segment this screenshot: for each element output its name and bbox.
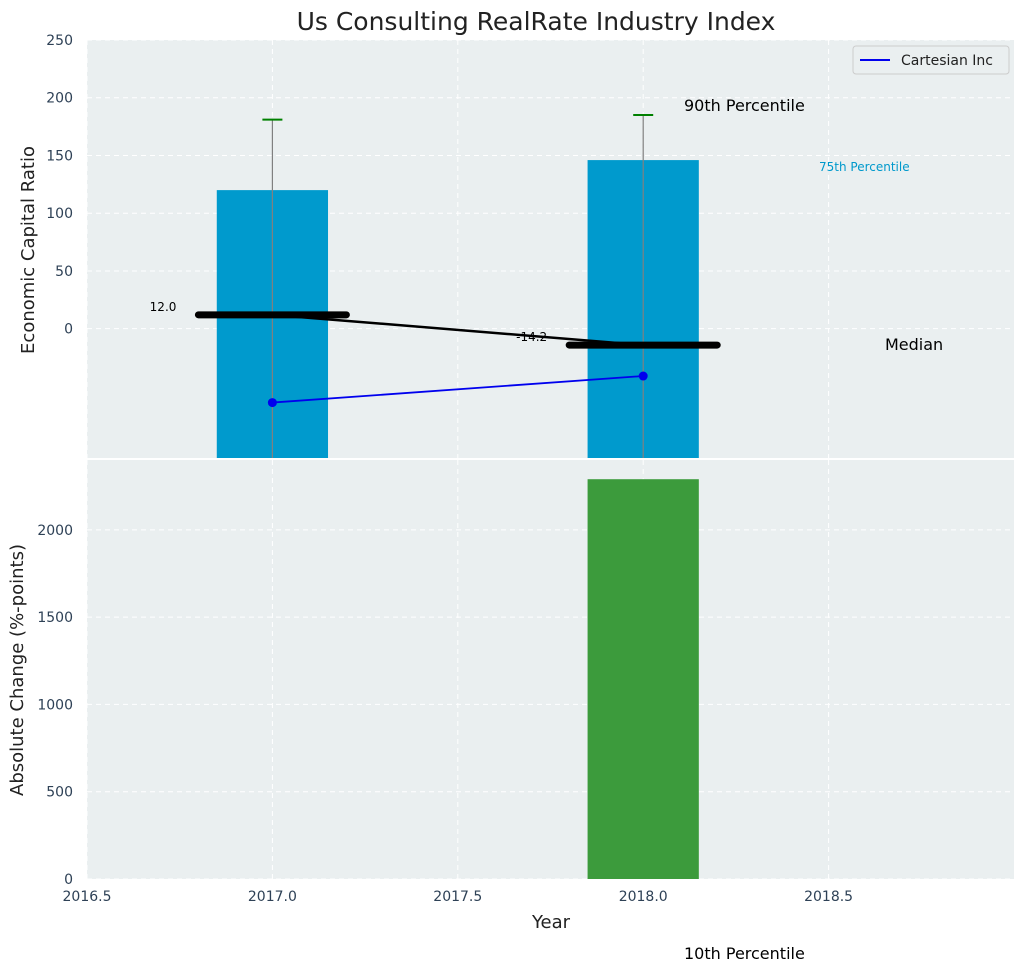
bottom-y-tick-labels: 0 500 1000 1500 2000 [37, 523, 73, 888]
top-y-tick-label: 200 [46, 91, 73, 107]
median-value-label: 12.0 [150, 300, 177, 314]
bottom-y-tick-label: 2000 [37, 523, 73, 539]
x-axis-label: Year [531, 912, 571, 933]
change-bar-2018 [587, 479, 699, 879]
bottom-y-tick-label: 0 [64, 872, 73, 888]
legend-box [852, 45, 1010, 75]
annotation-90th-percentile: 90th Percentile [684, 96, 805, 115]
legend-entry-label: Cartesian Inc [901, 53, 993, 69]
bottom-y-tick-label: 1500 [37, 610, 73, 626]
bottom-y-tick-label: 1000 [37, 697, 73, 713]
annotation-10th-percentile: 10th Percentile [684, 944, 805, 963]
annotation-75th-percentile: 75th Percentile [819, 160, 910, 174]
x-tick-label: 2017.5 [433, 889, 482, 905]
x-tick-label: 2016.5 [63, 889, 112, 905]
bottom-y-tick-label: 500 [46, 785, 73, 801]
x-tick-label: 2017.0 [248, 889, 297, 905]
top-chart-marks: 12.0 -14.2 [150, 114, 721, 459]
top-y-tick-label: 50 [55, 264, 73, 280]
company-line [272, 375, 644, 404]
median-trend-line [272, 313, 644, 347]
bottom-chart-marks [587, 479, 699, 879]
top-y-tick-label: 150 [46, 148, 73, 164]
top-y-tick-labels: 0 50 100 150 200 250 [46, 33, 73, 338]
chart-title: Us Consulting RealRate Industry Index [297, 7, 776, 36]
x-tick-label: 2018.0 [619, 889, 668, 905]
bottom-y-axis-label: Absolute Change (%-points) [7, 544, 28, 796]
legend: Cartesian Inc [852, 45, 1010, 75]
annotation-median: Median [885, 335, 943, 354]
company-point-2017 [267, 398, 277, 408]
x-tick-label: 2018.5 [804, 889, 853, 905]
median-value-label: -14.2 [516, 330, 547, 344]
top-y-tick-label: 0 [64, 322, 73, 338]
bottom-plot-area [87, 460, 1014, 879]
top-y-tick-label: 250 [46, 33, 73, 49]
x-tick-labels: 2016.5 2017.0 2017.5 2018.0 2018.5 [63, 889, 854, 905]
top-y-axis-label: Economic Capital Ratio [18, 146, 39, 354]
top-y-tick-label: 100 [46, 206, 73, 222]
company-point-2018 [638, 371, 648, 381]
